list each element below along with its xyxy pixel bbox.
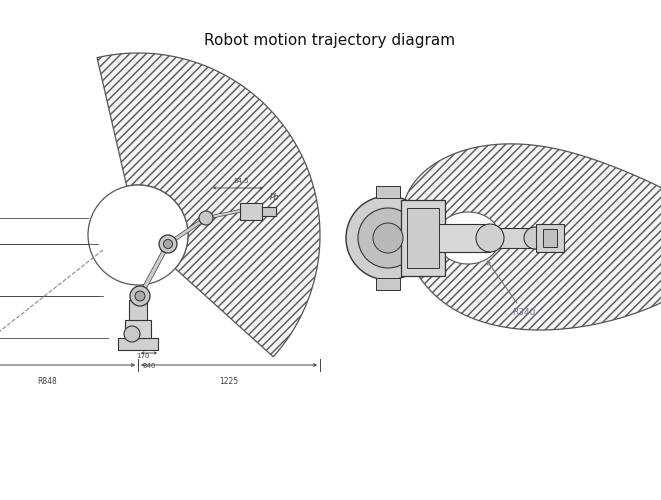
Bar xyxy=(536,224,564,252)
Circle shape xyxy=(88,185,188,285)
Circle shape xyxy=(199,211,213,225)
Text: R848: R848 xyxy=(37,377,57,386)
Circle shape xyxy=(524,227,546,249)
Bar xyxy=(435,224,490,252)
Circle shape xyxy=(346,196,430,280)
Circle shape xyxy=(163,240,173,248)
Circle shape xyxy=(124,326,140,342)
Bar xyxy=(376,278,400,290)
Bar xyxy=(376,186,400,198)
Circle shape xyxy=(130,286,150,306)
Bar xyxy=(240,203,262,220)
Bar xyxy=(129,300,147,320)
Text: R340: R340 xyxy=(487,262,535,317)
Bar xyxy=(407,208,439,268)
Bar xyxy=(262,207,276,216)
Bar xyxy=(118,338,158,350)
Circle shape xyxy=(476,224,504,252)
Text: Robot motion trajectory diagram: Robot motion trajectory diagram xyxy=(204,32,455,48)
Bar xyxy=(543,229,557,247)
Polygon shape xyxy=(436,212,500,264)
Text: 1225: 1225 xyxy=(219,377,239,386)
Bar xyxy=(125,320,151,338)
Text: 84.5: 84.5 xyxy=(233,178,249,184)
Circle shape xyxy=(373,223,403,253)
Text: Pb: Pb xyxy=(270,193,280,202)
Bar xyxy=(490,228,535,248)
Circle shape xyxy=(358,208,418,268)
Polygon shape xyxy=(401,144,661,330)
Bar xyxy=(401,200,445,276)
Polygon shape xyxy=(97,53,320,357)
Text: 340: 340 xyxy=(142,363,156,369)
Text: 170: 170 xyxy=(136,353,150,359)
Circle shape xyxy=(135,291,145,301)
Text: R1225: R1225 xyxy=(0,499,1,500)
Circle shape xyxy=(159,235,177,253)
